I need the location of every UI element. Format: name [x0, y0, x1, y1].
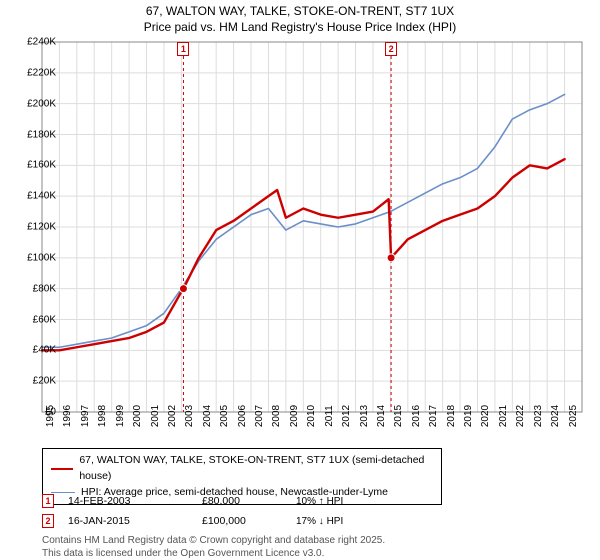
- x-tick-label: 1995: [45, 405, 56, 427]
- event-date-2: 16-JAN-2015: [68, 515, 188, 527]
- footer-line-2: This data is licensed under the Open Gov…: [42, 547, 385, 560]
- x-tick-label: 2015: [393, 405, 404, 427]
- chart-container: 67, WALTON WAY, TALKE, STOKE-ON-TRENT, S…: [0, 0, 600, 560]
- event-price-1: £80,000: [202, 495, 282, 507]
- event-delta-1: 10% ↑ HPI: [296, 496, 343, 507]
- event-marker-2: 2: [42, 514, 54, 528]
- plot-area: [42, 42, 582, 412]
- y-tick-label: £160K: [27, 160, 56, 171]
- x-tick-label: 2009: [289, 405, 300, 427]
- y-tick-label: £20K: [33, 376, 56, 387]
- x-tick-label: 2001: [150, 405, 161, 427]
- event-delta-2: 17% ↓ HPI: [296, 516, 343, 527]
- y-tick-label: £60K: [33, 314, 56, 325]
- x-tick-label: 2007: [254, 405, 265, 427]
- x-tick-label: 2024: [550, 405, 561, 427]
- x-tick-label: 2019: [463, 405, 474, 427]
- x-tick-label: 1999: [115, 405, 126, 427]
- legend-swatch-1: [51, 468, 73, 470]
- x-tick-label: 1996: [62, 405, 73, 427]
- x-tick-label: 2000: [132, 405, 143, 427]
- chart-svg: [42, 42, 582, 412]
- flag-marker-2: 2: [385, 42, 397, 56]
- title-line-1: 67, WALTON WAY, TALKE, STOKE-ON-TRENT, S…: [0, 4, 600, 20]
- x-tick-label: 2016: [411, 405, 422, 427]
- event-row-1: 1 14-FEB-2003 £80,000 10% ↑ HPI: [42, 494, 343, 508]
- x-tick-label: 2003: [184, 405, 195, 427]
- footer-line-1: Contains HM Land Registry data © Crown c…: [42, 534, 385, 547]
- y-tick-label: £140K: [27, 191, 56, 202]
- x-tick-label: 2022: [515, 405, 526, 427]
- legend-label-1: 67, WALTON WAY, TALKE, STOKE-ON-TRENT, S…: [79, 453, 433, 485]
- event-marker-1: 1: [42, 494, 54, 508]
- y-tick-label: £240K: [27, 37, 56, 48]
- event-price-2: £100,000: [202, 515, 282, 527]
- legend-swatch-2: [51, 492, 75, 493]
- x-tick-label: 2014: [376, 405, 387, 427]
- y-tick-label: £220K: [27, 67, 56, 78]
- x-tick-label: 2004: [202, 405, 213, 427]
- legend-item-1: 67, WALTON WAY, TALKE, STOKE-ON-TRENT, S…: [51, 453, 433, 485]
- x-tick-label: 2005: [219, 405, 230, 427]
- x-tick-label: 2017: [428, 405, 439, 427]
- x-tick-label: 2023: [533, 405, 544, 427]
- y-tick-label: £40K: [33, 345, 56, 356]
- x-tick-label: 2008: [271, 405, 282, 427]
- x-tick-label: 2010: [306, 405, 317, 427]
- x-tick-label: 2012: [341, 405, 352, 427]
- x-tick-label: 2020: [480, 405, 491, 427]
- x-tick-label: 2002: [167, 405, 178, 427]
- x-tick-label: 1997: [80, 405, 91, 427]
- x-tick-label: 2011: [324, 405, 335, 427]
- x-tick-label: 1998: [97, 405, 108, 427]
- footer-attribution: Contains HM Land Registry data © Crown c…: [42, 534, 385, 560]
- x-tick-label: 2018: [446, 405, 457, 427]
- y-tick-label: £180K: [27, 129, 56, 140]
- y-tick-label: £120K: [27, 222, 56, 233]
- y-tick-label: £100K: [27, 252, 56, 263]
- event-row-2: 2 16-JAN-2015 £100,000 17% ↓ HPI: [42, 514, 343, 528]
- chart-title: 67, WALTON WAY, TALKE, STOKE-ON-TRENT, S…: [0, 0, 600, 35]
- x-tick-label: 2021: [498, 405, 509, 427]
- y-tick-label: £80K: [33, 283, 56, 294]
- x-tick-label: 2006: [237, 405, 248, 427]
- event-date-1: 14-FEB-2003: [68, 495, 188, 507]
- y-tick-label: £200K: [27, 98, 56, 109]
- flag-marker-1: 1: [177, 42, 189, 56]
- title-line-2: Price paid vs. HM Land Registry's House …: [0, 20, 600, 36]
- x-tick-label: 2025: [568, 405, 579, 427]
- x-tick-label: 2013: [359, 405, 370, 427]
